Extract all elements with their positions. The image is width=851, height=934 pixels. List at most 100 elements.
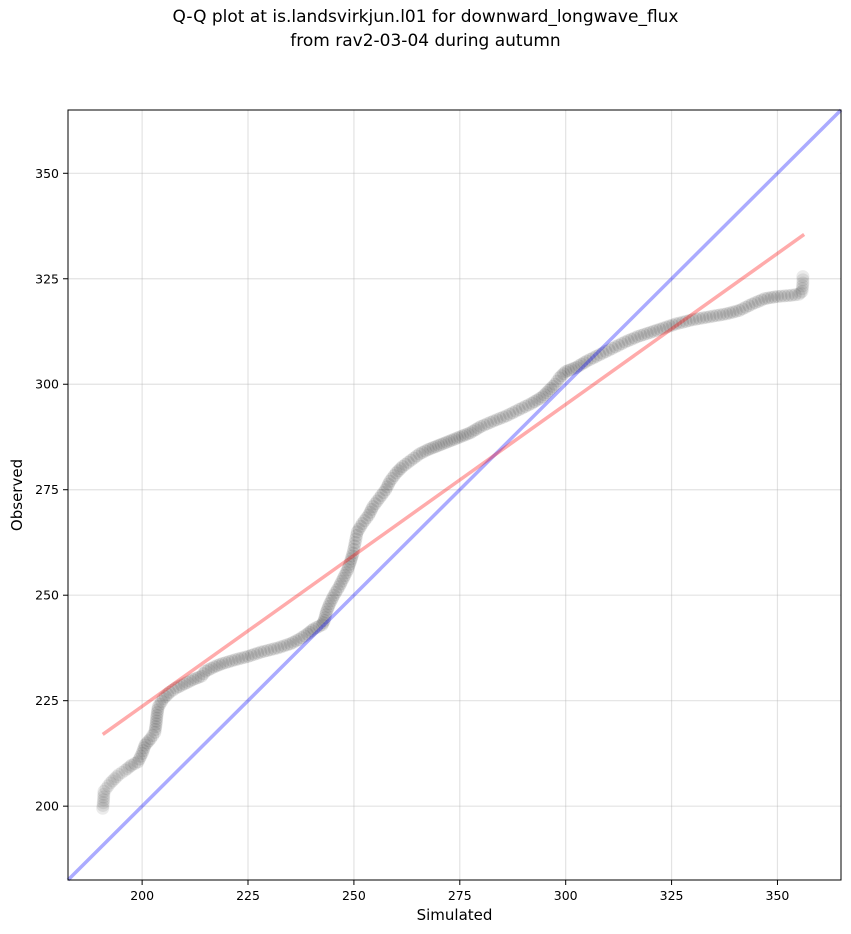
- qq-point: [180, 675, 194, 689]
- qq-point: [297, 629, 311, 643]
- qq-point: [569, 360, 583, 374]
- qq-point: [216, 657, 230, 671]
- qq-point: [201, 663, 215, 677]
- qq-point: [322, 599, 336, 613]
- qq-point: [554, 369, 568, 383]
- qq-point: [372, 491, 386, 505]
- qq-point: [122, 760, 136, 774]
- qq-point: [461, 427, 475, 441]
- qq-point: [496, 410, 510, 424]
- qq-point: [434, 437, 448, 451]
- qq-point: [368, 497, 382, 511]
- qq-point: [241, 649, 255, 663]
- x-tick-label: 200: [130, 888, 154, 903]
- qq-point: [219, 656, 233, 670]
- qq-point: [235, 651, 249, 665]
- qq-point: [365, 502, 379, 516]
- qq-point: [726, 305, 740, 319]
- qq-point: [383, 474, 397, 488]
- qq-point: [426, 441, 440, 455]
- qq-point: [352, 522, 366, 536]
- qq-point: [398, 457, 412, 471]
- qq-point: [605, 341, 619, 355]
- qq-point: [493, 411, 507, 425]
- qq-point: [346, 546, 360, 560]
- qq-point: [315, 618, 329, 632]
- qq-point: [349, 532, 363, 546]
- qq-point: [577, 356, 591, 370]
- qq-point: [192, 670, 206, 684]
- qq-point: [490, 413, 504, 427]
- qq-point: [97, 784, 111, 798]
- qq-point: [302, 625, 316, 639]
- qq-point: [608, 340, 622, 354]
- qq-point: [339, 566, 353, 580]
- qq-point: [140, 736, 154, 750]
- qq-point: [355, 516, 369, 530]
- qq-point: [450, 431, 464, 445]
- qq-point: [150, 708, 164, 722]
- qq-point: [163, 685, 177, 699]
- qq-point: [120, 762, 134, 776]
- qq-point: [312, 619, 326, 633]
- qq-point: [231, 652, 245, 666]
- qq-point: [586, 351, 600, 365]
- qq-point: [172, 680, 186, 694]
- qq-point: [696, 311, 710, 325]
- qq-point: [557, 367, 571, 381]
- qq-point: [723, 306, 737, 320]
- qq-point: [97, 793, 111, 807]
- qq-point: [146, 728, 160, 742]
- qq-point: [748, 296, 762, 310]
- qq-point: [319, 605, 333, 619]
- qq-point: [149, 720, 163, 734]
- qq-point: [103, 776, 117, 790]
- qq-point: [332, 580, 346, 594]
- y-tick-label: 350: [35, 166, 59, 181]
- qq-point: [151, 700, 165, 714]
- qq-point: [512, 403, 526, 417]
- qq-point: [596, 346, 610, 360]
- qq-point: [335, 574, 349, 588]
- qq-point: [175, 678, 189, 692]
- y-axis-label: Observed: [8, 459, 26, 531]
- qq-point: [343, 557, 357, 571]
- qq-point: [153, 697, 167, 711]
- qq-point: [380, 480, 394, 494]
- qq-point: [350, 525, 364, 539]
- x-tick-label: 275: [448, 888, 472, 903]
- qq-point: [729, 304, 743, 318]
- qq-point: [682, 314, 696, 328]
- qq-point: [404, 453, 418, 467]
- qq-point: [292, 633, 306, 647]
- x-tick-label: 325: [660, 888, 684, 903]
- qq-point: [321, 602, 334, 616]
- qq-point: [319, 608, 333, 622]
- qq-point: [350, 528, 364, 542]
- y-tick-label: 300: [35, 377, 59, 392]
- chart-title: Q-Q plot at is.landsvirkjun.l01 for down…: [172, 7, 679, 27]
- qq-point: [421, 443, 435, 457]
- qq-point: [676, 315, 690, 329]
- qq-point: [796, 276, 810, 290]
- qq-point: [101, 779, 115, 793]
- qq-point: [264, 643, 278, 657]
- qq-point: [137, 741, 151, 755]
- qq-point: [274, 640, 288, 654]
- qq-point: [161, 687, 175, 701]
- qq-point: [149, 714, 163, 728]
- qq-point: [522, 398, 536, 412]
- qq-point: [222, 655, 236, 669]
- qq-point: [204, 661, 218, 675]
- qq-point: [186, 673, 200, 687]
- qq-point: [391, 464, 405, 478]
- axis-ticks: 200 225 250 275 300 325 350 200 225 250 275 300 325 3…: [35, 166, 789, 903]
- qq-point: [341, 563, 355, 577]
- qq-point: [458, 428, 472, 442]
- qq-point: [518, 399, 532, 413]
- qq-point: [703, 310, 717, 324]
- qq-point: [679, 314, 693, 328]
- qq-point: [96, 796, 110, 810]
- qq-point: [213, 658, 227, 672]
- qq-point: [453, 430, 467, 444]
